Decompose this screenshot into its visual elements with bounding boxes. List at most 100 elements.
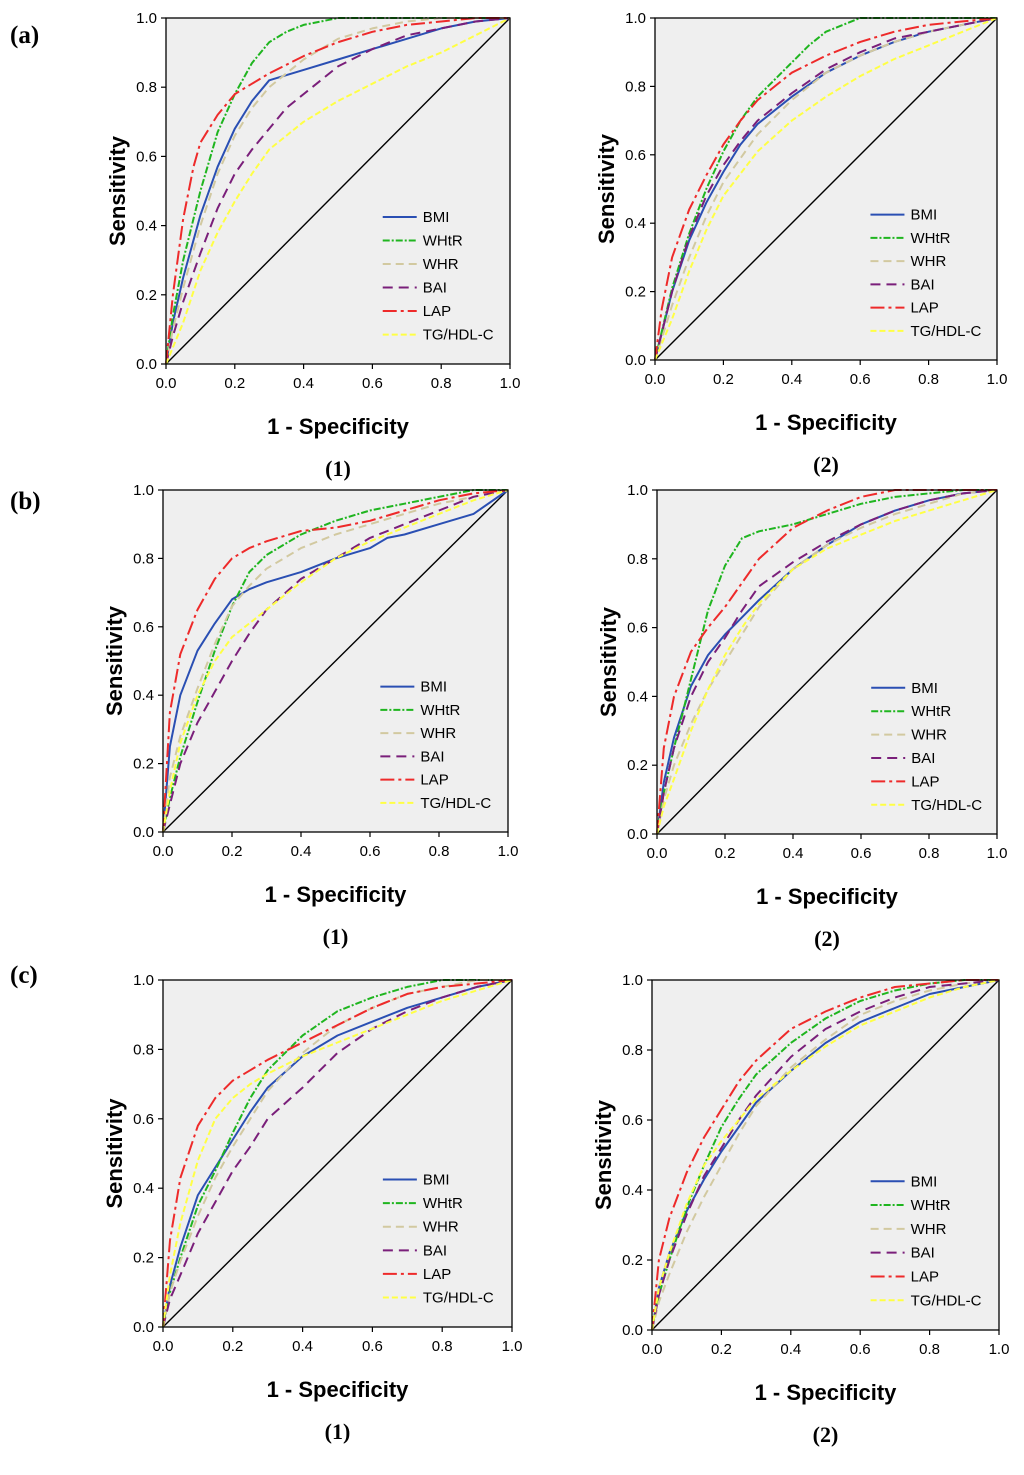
legend-label: WHtR	[423, 1195, 463, 1212]
x-axis-label: 1 - Specificity	[756, 884, 899, 909]
x-tick-label: 1.0	[498, 843, 519, 860]
legend-label: TG/HDL-C	[423, 327, 494, 344]
series-line-whtr	[165, 17, 510, 365]
roc-panel: 0.0 0.2 0.4 0.6 0.8 1.0 0.0 0.2 0.4 0.6 0.8 1.0 1 - …	[591, 972, 1009, 1447]
legend-label: WHtR	[420, 702, 460, 719]
series-line-tg-hdl-c	[651, 979, 1000, 1331]
x-tick-label: 0.6	[362, 1338, 383, 1355]
series-line-bai	[656, 489, 998, 835]
legend-label: WHtR	[911, 703, 951, 720]
x-tick-label: 0.4	[291, 843, 312, 860]
x-tick-label: 1.0	[502, 1338, 523, 1355]
y-tick-label: 0.8	[136, 79, 157, 96]
y-tick-label: 0.4	[136, 218, 157, 235]
x-axis-label: 1 - Specificity	[755, 1380, 898, 1405]
y-tick-label: 0.8	[133, 1041, 154, 1058]
series-line-lap	[162, 489, 509, 833]
legend-label: WHtR	[911, 1197, 951, 1214]
reference-diagonal	[165, 17, 511, 365]
series-line-whtr	[162, 979, 512, 1328]
y-tick-label: 1.0	[622, 972, 643, 989]
series-line-whr	[651, 979, 1000, 1331]
series-line-bmi	[162, 979, 513, 1328]
x-tick-label: 0.2	[713, 371, 734, 388]
series-line-lap	[654, 17, 998, 361]
series-line-whtr	[162, 489, 508, 833]
legend: BMI WHtR WHR BAI LAP TG/HDL-C	[382, 1172, 494, 1307]
y-tick-label: 0.4	[625, 215, 646, 232]
x-tick-label: 0.4	[783, 845, 804, 862]
series-line-bai	[654, 17, 998, 361]
legend: BMI WHtR WHR BAI LAP TG/HDL-C	[870, 207, 981, 340]
y-tick-label: 1.0	[136, 10, 157, 27]
y-tick-label: 1.0	[625, 10, 646, 27]
x-tick-label: 0.0	[156, 375, 177, 392]
y-tick-label: 1.0	[627, 482, 648, 499]
x-tick-label: 0.8	[919, 845, 940, 862]
legend-label: BAI	[911, 1245, 935, 1262]
x-axis-label: 1 - Specificity	[265, 882, 408, 907]
row-label-b: (b)	[10, 488, 41, 515]
x-tick-label: 0.0	[647, 845, 668, 862]
subfigure-label: (2)	[813, 452, 839, 477]
legend-label: WHR	[423, 1219, 459, 1236]
y-axis-label: Sensitivity	[591, 1099, 616, 1210]
legend-label: LAP	[423, 1266, 451, 1283]
subfigure-label: (1)	[325, 456, 351, 481]
x-axis-label: 1 - Specificity	[755, 410, 898, 435]
legend-label: LAP	[911, 1268, 939, 1285]
x-tick-label: 1.0	[989, 1341, 1010, 1358]
y-tick-label: 0.6	[133, 619, 154, 636]
y-tick-label: 0.2	[625, 284, 646, 301]
series-line-bmi	[165, 17, 511, 365]
axes-frame	[165, 17, 511, 365]
legend: BMI WHtR WHR BAI LAP TG/HDL-C	[382, 209, 494, 344]
y-tick-label: 0.4	[133, 1180, 154, 1197]
legend: BMI WHtR WHR BAI LAP TG/HDL-C	[871, 680, 982, 814]
y-tick-label: 0.4	[627, 688, 648, 705]
y-tick-label: 0.0	[136, 356, 157, 373]
series-line-tg-hdl-c	[654, 17, 998, 361]
x-tick-label: 0.8	[432, 1338, 453, 1355]
row-label-a: (a)	[10, 22, 40, 49]
y-tick-label: 0.0	[133, 1319, 154, 1336]
roc-panel: 0.0 0.2 0.4 0.6 0.8 1.0 0.0 0.2 0.4 0.6 0.8 1.0 1 - …	[594, 10, 1007, 477]
x-tick-label: 1.0	[987, 845, 1008, 862]
legend-label: WHtR	[910, 230, 950, 247]
legend-label: BMI	[910, 207, 937, 224]
x-tick-label: 0.0	[153, 843, 174, 860]
roc-panel: 0.0 0.2 0.4 0.6 0.8 1.0 0.0 0.2 0.4 0.6 0.8 1.0 1 - …	[105, 10, 520, 481]
x-tick-label: 0.2	[711, 1341, 732, 1358]
reference-diagonal	[651, 979, 1000, 1331]
y-tick-label: 0.2	[133, 756, 154, 773]
legend-label: BMI	[423, 1172, 450, 1189]
legend-label: LAP	[911, 773, 939, 790]
x-tick-label: 0.4	[292, 1338, 313, 1355]
series-line-whr	[165, 17, 510, 365]
axes-frame	[162, 979, 513, 1328]
x-tick-label: 0.8	[918, 371, 939, 388]
x-axis-label: 1 - Specificity	[267, 414, 410, 439]
y-tick-label: 0.2	[622, 1252, 643, 1269]
y-tick-label: 0.0	[627, 826, 648, 843]
series-line-bai	[162, 979, 513, 1328]
x-tick-label: 0.2	[715, 845, 736, 862]
series-line-whtr	[656, 489, 997, 835]
y-axis-label: Sensitivity	[102, 1098, 127, 1209]
y-tick-label: 0.0	[622, 1322, 643, 1339]
axes-frame	[651, 979, 1000, 1331]
legend-label: WHR	[911, 1221, 947, 1238]
legend-label: BMI	[911, 680, 938, 697]
x-tick-label: 1.0	[987, 371, 1008, 388]
axes-frame	[654, 17, 998, 361]
subfigure-label: (1)	[323, 924, 349, 949]
legend-label: WHR	[911, 727, 947, 744]
series-line-bai	[651, 979, 1000, 1331]
x-tick-label: 0.0	[153, 1338, 174, 1355]
legend-label: TG/HDL-C	[910, 323, 981, 340]
x-tick-label: 0.6	[362, 375, 383, 392]
y-tick-label: 0.6	[136, 148, 157, 165]
legend-label: BMI	[911, 1173, 938, 1190]
series-line-lap	[162, 979, 513, 1328]
